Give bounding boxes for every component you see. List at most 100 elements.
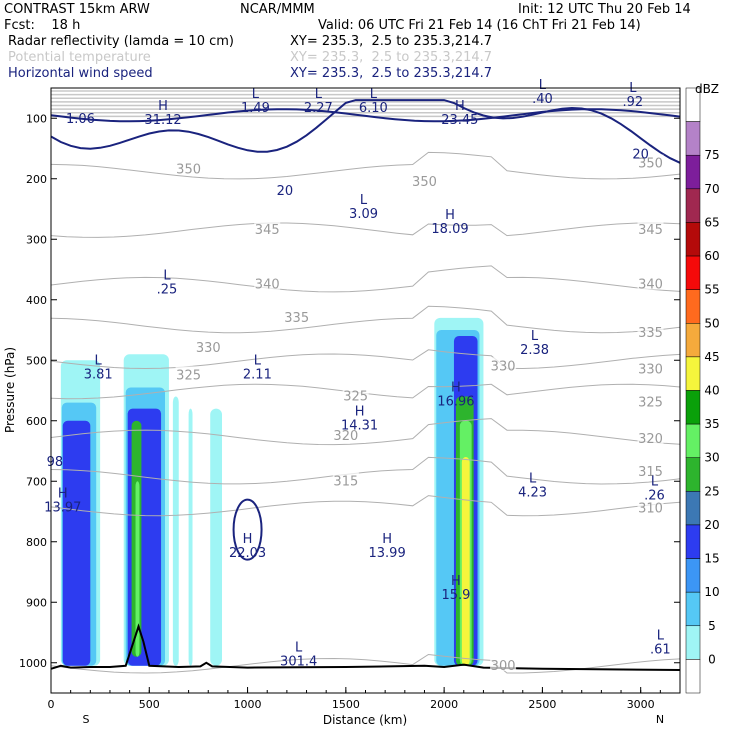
colorbar-label: 45 bbox=[704, 350, 719, 364]
field-name-theta: Potential temperature bbox=[8, 50, 151, 65]
theta-label: 330 bbox=[638, 362, 663, 377]
colorbar-swatch bbox=[685, 591, 701, 627]
extremum-value: 15.9 bbox=[441, 588, 470, 603]
theta-label: 330 bbox=[196, 341, 221, 356]
extremum-marker: L bbox=[295, 641, 303, 656]
colorbar-label: 5 bbox=[708, 619, 716, 633]
wind-contour bbox=[232, 498, 263, 561]
colorbar-label: 0 bbox=[708, 652, 716, 666]
extremum-value: 13.99 bbox=[369, 546, 406, 561]
extremum-marker: L bbox=[254, 353, 262, 368]
x-tick-label: 1000 bbox=[234, 698, 262, 711]
extremum-value: 2.11 bbox=[243, 367, 272, 382]
extremum-marker: L bbox=[315, 87, 323, 102]
colorbar-swatch bbox=[685, 423, 701, 458]
init-time: Init: 12 UTC Thu 20 Feb 14 bbox=[518, 2, 691, 17]
extremum-value: 14.31 bbox=[341, 419, 378, 434]
theta-label: 350 bbox=[638, 157, 663, 172]
x-tick-label: 2500 bbox=[528, 698, 556, 711]
extremum-value: .61 bbox=[650, 643, 671, 658]
north-label: N bbox=[656, 713, 664, 726]
colorbar-swatch bbox=[685, 491, 701, 526]
x-tick-label: 0 bbox=[48, 698, 55, 711]
theta-label: 315 bbox=[333, 474, 358, 489]
colorbar-swatch bbox=[685, 558, 701, 593]
theta-label: 350 bbox=[176, 163, 201, 178]
axes: 0 500 1000 1500 2000 2500 3000 100 200 300 400 500 6… bbox=[19, 112, 680, 726]
extremum-value: 2.27 bbox=[304, 101, 333, 116]
reflectivity-fill bbox=[60, 317, 484, 666]
extremum-marker: L bbox=[360, 193, 368, 208]
theta-contour bbox=[50, 305, 681, 334]
echo-cell bbox=[210, 408, 223, 666]
field-name-wind: Horizontal wind speed bbox=[8, 66, 153, 81]
theta-label: 325 bbox=[343, 390, 368, 405]
theta-label: 315 bbox=[638, 465, 663, 480]
theta-label: 325 bbox=[176, 368, 201, 383]
extremum-value: 3.09 bbox=[349, 207, 378, 222]
extremum-marker: H bbox=[451, 381, 461, 396]
extremum-marker: L bbox=[370, 87, 378, 102]
y-tick-label: 600 bbox=[26, 415, 47, 428]
field-xy-reflectivity: XY= 235.3, 2.5 to 235.3,214.7 bbox=[290, 34, 493, 49]
colorbar-label: 20 bbox=[704, 518, 719, 532]
echo-core bbox=[62, 420, 91, 666]
colorbar-label: 65 bbox=[704, 215, 719, 229]
extremum-marker: H bbox=[158, 99, 168, 114]
theta-contour bbox=[50, 349, 681, 370]
theta-contour bbox=[50, 456, 681, 485]
theta-label: 325 bbox=[638, 396, 663, 411]
colorbar-swatch bbox=[685, 289, 701, 324]
extremum-value: 2.38 bbox=[520, 343, 549, 358]
colorbar-label: 60 bbox=[704, 249, 719, 263]
terrain-line bbox=[50, 623, 681, 671]
theta-label: 345 bbox=[638, 223, 663, 238]
extremum-value: 98 bbox=[47, 455, 64, 470]
extremum-marker: H bbox=[355, 405, 365, 420]
y-tick-label: 200 bbox=[26, 173, 47, 186]
extremum-marker: H bbox=[445, 208, 455, 223]
extremum-marker: L bbox=[531, 329, 539, 344]
valid-time: Valid: 06 UTC Fri 21 Feb 14 (16 ChT Fri … bbox=[318, 18, 641, 33]
extremum-marker: L bbox=[163, 269, 171, 284]
x-tick-label: 2000 bbox=[430, 698, 458, 711]
theta-contour bbox=[50, 151, 681, 180]
theta-label: 350 bbox=[412, 175, 437, 190]
theta-contour bbox=[50, 265, 681, 293]
theta-label: 320 bbox=[638, 432, 663, 447]
terrain bbox=[50, 623, 681, 671]
extremum-value: 3.81 bbox=[84, 367, 113, 382]
extremum-marker: L bbox=[252, 87, 260, 102]
y-tick-label: 800 bbox=[26, 536, 47, 549]
colorbar: 0 5 10 15 20 25 30 35 40 45 50 55 60 65 70 75 dBZ bbox=[685, 82, 720, 694]
extremum-value: 301.4 bbox=[280, 655, 317, 670]
theta-label: 340 bbox=[638, 278, 663, 293]
theta-label: 330 bbox=[491, 359, 516, 374]
y-tick-label: 900 bbox=[26, 596, 47, 609]
extremum-value: 31.12 bbox=[144, 113, 181, 128]
colorbar-swatch bbox=[685, 222, 701, 257]
field-xy-wind: XY= 235.3, 2.5 to 235.3,214.7 bbox=[290, 66, 493, 81]
extremum-value: .25 bbox=[157, 283, 178, 298]
extremum-marker: H bbox=[455, 99, 465, 114]
colorbar-swatch bbox=[685, 121, 701, 156]
colorbar-swatch bbox=[685, 625, 701, 660]
theta-label: 340 bbox=[255, 278, 280, 293]
contour-labels: 350 350 350 345 345 340 340 335 335 330 330 330 325 3… bbox=[44, 78, 671, 674]
extremum-value: .92 bbox=[622, 95, 643, 110]
extremum-marker: H bbox=[451, 574, 461, 589]
theta-contour bbox=[50, 495, 681, 517]
extremum-value: 4.23 bbox=[518, 485, 547, 500]
echo-core bbox=[135, 481, 140, 657]
extremum-marker: H bbox=[58, 486, 68, 501]
echo-cell bbox=[172, 396, 179, 666]
south-label: S bbox=[83, 713, 90, 726]
org-title: NCAR/MMM bbox=[240, 2, 315, 17]
wind-contour-label: 20 bbox=[632, 148, 649, 163]
x-tick-label: 500 bbox=[139, 698, 160, 711]
colorbar-unit: dBZ bbox=[695, 82, 719, 96]
y-tick-label: 400 bbox=[26, 294, 47, 307]
extremum-marker: H bbox=[382, 532, 392, 547]
extremum-value: 13.97 bbox=[44, 500, 81, 515]
